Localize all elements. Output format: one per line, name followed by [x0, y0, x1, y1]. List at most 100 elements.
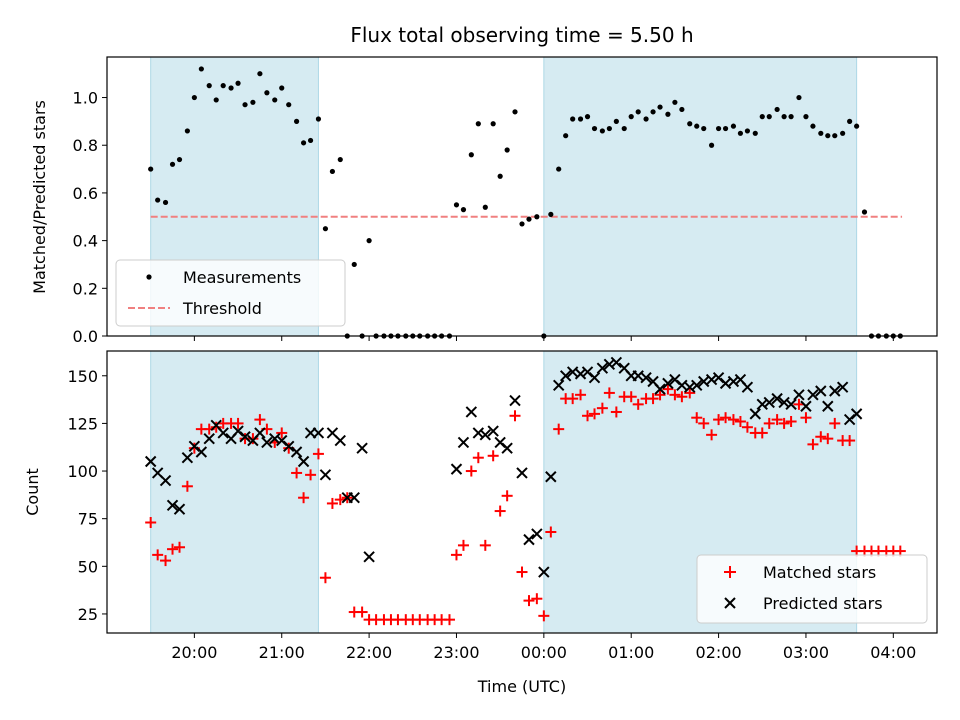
measurement-point	[643, 116, 649, 122]
predicted-star-point	[552, 379, 565, 392]
predicted-star-point	[509, 394, 521, 407]
ratio-x-axis	[193, 336, 894, 341]
x-tick-label: 04:00	[870, 643, 916, 662]
matched-star-point	[793, 398, 805, 410]
measurement-point	[584, 114, 591, 120]
matched-star-point	[575, 389, 587, 401]
matched-star-point	[160, 555, 172, 567]
matched-star-point	[247, 433, 259, 445]
matched-star-point	[472, 452, 484, 464]
measurement-point	[635, 109, 641, 115]
predicted-star-point	[662, 377, 674, 390]
matched-star-point	[582, 410, 594, 422]
measurement-point	[490, 121, 496, 127]
measurement-point	[155, 197, 161, 203]
matched-star-point	[553, 423, 565, 435]
matched-star-point	[479, 539, 491, 551]
legend-measurements-label: Measurements	[183, 268, 301, 287]
matched-star-point	[662, 383, 674, 395]
measurement-point	[264, 90, 270, 96]
matched-star-point	[443, 614, 455, 626]
matched-star-point	[785, 416, 797, 427]
ratio-y-axis: 0.0 0.2 0.4 0.6 0.8 1.0	[73, 89, 107, 346]
ratio-y-tick-label: 0.6	[73, 184, 98, 203]
predicted-star-point	[836, 381, 849, 393]
measurement-point	[519, 221, 525, 227]
legend-threshold-label: Threshold	[182, 299, 262, 318]
matched-star-point	[596, 402, 608, 414]
matched-star-point	[815, 431, 827, 443]
count-legend: Matched stars Predicted stars	[696, 554, 928, 624]
matched-star-point	[254, 414, 266, 426]
measurement-point	[701, 125, 707, 132]
measurement-point	[497, 173, 503, 179]
predicted-star-point	[181, 451, 194, 464]
measurement-point	[715, 125, 722, 132]
predicted-star-point	[297, 455, 310, 468]
measurement-point	[482, 204, 488, 210]
matched-star-point	[654, 389, 666, 401]
measurement-point	[250, 99, 256, 105]
matched-star-point	[778, 417, 790, 429]
ratio-y-tick-label: 0.4	[73, 232, 98, 251]
measurement-point	[460, 207, 467, 213]
matched-star-point	[567, 393, 579, 405]
measurement-point	[191, 94, 197, 101]
predicted-star-point	[610, 356, 623, 369]
predicted-star-point	[654, 383, 666, 395]
predicted-star-point	[159, 474, 172, 487]
count-x-axis: 20:00 21:00 22:00 23:00 00:00 01:00 02:00 03:00…	[171, 633, 916, 662]
measurement-point	[148, 166, 154, 172]
measurement-point	[759, 114, 765, 120]
predicted-star-point	[785, 398, 797, 411]
predicted-star-point	[603, 358, 616, 371]
ratio-y-tick-label: 0.8	[73, 136, 98, 155]
measurement-point	[788, 114, 794, 120]
predicted-star-point	[756, 398, 768, 411]
predicted-star-point	[457, 436, 470, 449]
matched-star-point	[509, 410, 521, 422]
matched-star-point	[800, 412, 812, 424]
measurement-point	[744, 128, 751, 134]
measurement-point	[621, 125, 627, 132]
predicted-star-point	[501, 442, 513, 454]
measurement-point	[861, 209, 868, 215]
predicted-star-point	[312, 427, 325, 439]
matched-star-point	[771, 414, 783, 426]
count-y-axis-label: Count	[23, 468, 42, 516]
predicted-star-point	[771, 392, 783, 405]
matched-star-point	[291, 467, 303, 479]
measurements-layer	[148, 66, 903, 339]
matched-star-point	[167, 543, 179, 555]
measurement-point	[286, 102, 292, 108]
matched-star-point	[706, 429, 718, 441]
x-tick-label: 02:00	[696, 643, 742, 662]
matched-star-point	[450, 549, 462, 561]
ratio-panel: 0.0 0.2 0.4 0.6 0.8 1.0 Matched/Predicted sta…	[30, 56, 938, 346]
measurement-point	[235, 80, 241, 86]
predicted-star-point	[356, 442, 368, 454]
matched-star-point	[713, 414, 725, 426]
matched-star-point	[632, 398, 644, 410]
count-y-tick-label: 100	[67, 462, 98, 481]
count-y-tick-label: 125	[67, 414, 98, 433]
measurement-point	[840, 130, 846, 136]
matched-star-point	[720, 412, 732, 424]
matched-star-point	[741, 421, 753, 433]
matched-star-point	[610, 406, 622, 418]
predicted-star-point	[254, 427, 266, 439]
matched-star-point	[647, 393, 659, 405]
measurement-point	[577, 116, 584, 122]
predicted-star-point	[793, 389, 805, 401]
matched-star-point	[516, 566, 528, 578]
x-tick-label: 21:00	[259, 643, 305, 662]
ratio-y-axis-label: Matched/Predicted stars	[30, 100, 49, 294]
measurement-point	[198, 66, 204, 72]
matched-star-point	[756, 427, 768, 439]
measurement-point	[796, 94, 802, 101]
predicted-star-point	[203, 432, 215, 445]
count-y-tick-label: 75	[78, 510, 98, 529]
predicted-star-point	[283, 440, 295, 452]
matched-star-point	[494, 505, 506, 517]
predicted-star-point	[261, 436, 273, 449]
